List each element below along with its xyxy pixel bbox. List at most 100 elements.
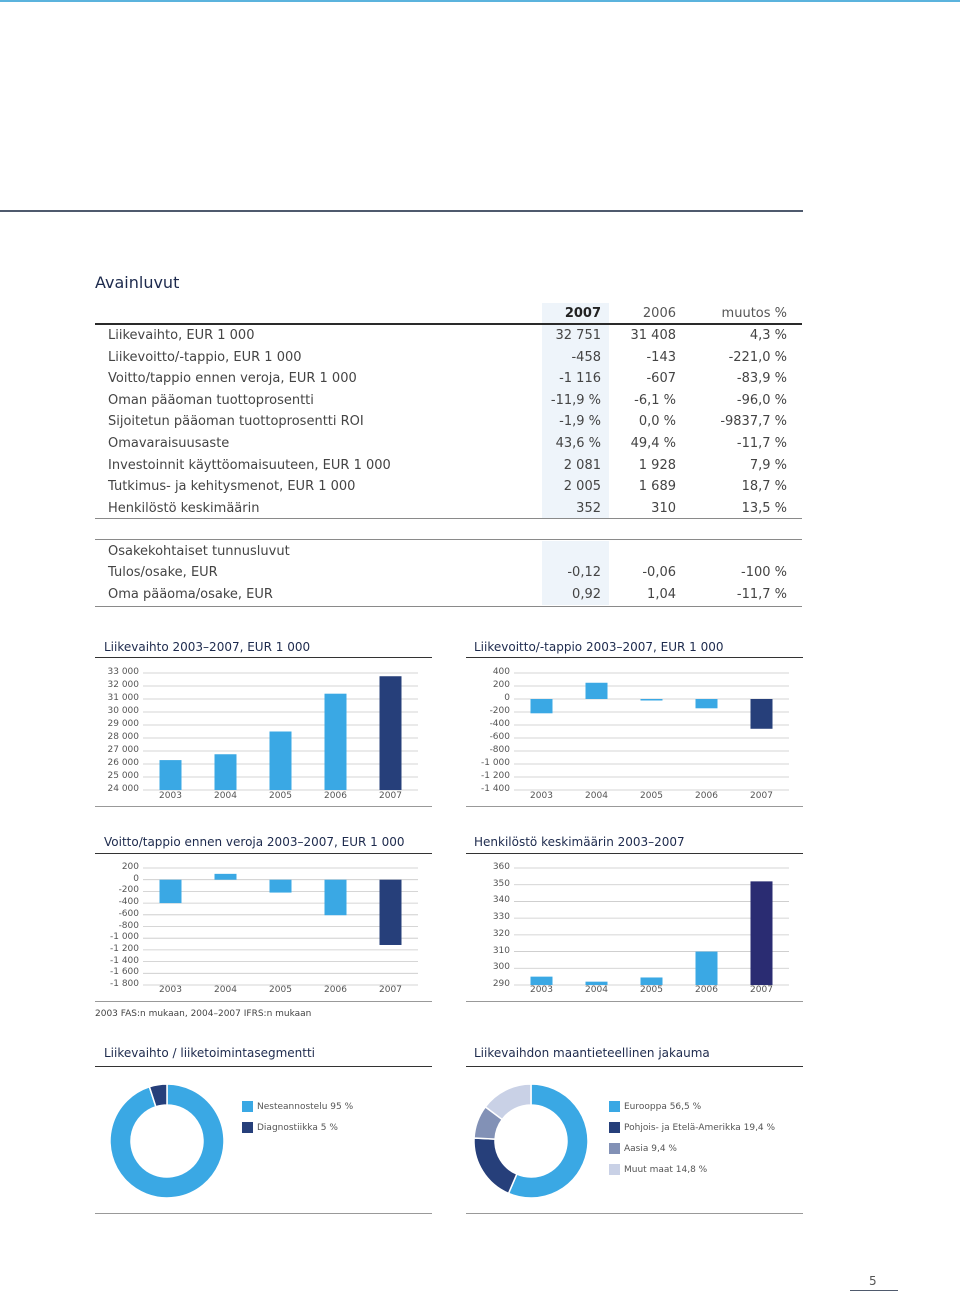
bar-2003 [159,879,182,904]
x-tick-label: 2005 [269,791,292,801]
x-tick-label: 2005 [640,791,663,801]
donut-chart-1 [109,1083,225,1199]
bar-2006 [324,693,347,790]
chart-row2-bottom-rule [95,1001,432,1002]
chart1-title-rule [95,657,432,658]
value-2006: 49,4 % [630,436,676,451]
x-tick-label: 2006 [324,791,347,801]
x-tick-label: 2007 [750,985,773,995]
value-2007: 352 [576,500,601,516]
table-row: Tutkimus- ja kehitysmenot, EUR 1 000 2 00… [95,476,802,498]
section2-top-rule [95,539,802,540]
bar-2007 [750,699,773,729]
y-tick-label: -1 800 [109,979,139,989]
value-change: 13,5 % [741,500,787,516]
value-2007: 32 751 [555,328,602,343]
y-tick-label: 300 [492,962,510,973]
y-tick-label: 27 000 [107,745,140,755]
legend-label: Eurooppa 56,5 % [624,1102,702,1112]
value-2007: -11,9 % [550,392,601,408]
page-title: Avainluvut [95,273,180,292]
bar-2005 [269,731,292,790]
value-change: -9837,7 % [720,414,787,430]
chart5-title-rule [95,1066,432,1067]
donut-slice [484,1083,532,1121]
y-tick-label: 200 [121,862,139,872]
x-tick-label: 2003 [530,985,553,995]
y-tick-label: 30 000 [107,706,140,716]
y-tick-label: 32 000 [107,680,140,690]
value-2006: 1 689 [638,479,676,495]
y-tick-label: -400 [489,719,510,729]
section2-title: Osakekohtaiset tunnusluvut [108,544,290,559]
row-label: Oman pääoman tuottoprosentti [108,392,314,408]
x-tick-label: 2004 [214,791,237,801]
row-label: Liikevaihto, EUR 1 000 [108,328,255,343]
donut-slice [148,1083,168,1108]
bar-2005 [269,879,292,893]
table-row: Oman pääoman tuottoprosentti -11,9 % -6,1 … [95,390,802,412]
pie-row-bottom-rule [95,1213,432,1214]
y-tick-label: 310 [492,945,510,956]
legend-item: Diagnostiikka 5 % [242,1122,338,1133]
value-change: -221,0 % [728,349,787,365]
y-tick-label: 350 [492,878,510,889]
header-divider [0,210,803,212]
chart-row1-bottom-rule-right [466,806,803,807]
x-tick-label: 2003 [159,985,182,995]
value-2007: 43,6 % [555,436,601,451]
value-2007: -0,12 [567,565,601,580]
bar-chart-4 [514,867,789,986]
section2-title-row: Osakekohtaiset tunnusluvut [95,541,802,563]
y-tick-label: -1 400 [480,784,510,794]
x-tick-label: 2005 [269,985,292,995]
legend-label: Pohjois- ja Etelä-Amerikka 19,4 % [624,1123,776,1133]
x-tick-label: 2003 [530,791,553,801]
y-tick-label: -600 [118,908,139,919]
y-tick-label: -200 [118,885,139,896]
legend-swatch [242,1122,253,1133]
x-tick-label: 2006 [324,985,347,995]
y-tick-label: 24 000 [107,784,140,794]
row-label: Oma pääoma/osake, EUR [108,586,273,602]
value-change: -11,7 % [736,586,787,602]
legend-item: Nesteannostelu 95 % [242,1101,353,1112]
table-row: Liikevoitto/-tappio, EUR 1 000 -458 -143 -2… [95,347,802,369]
bar-2004 [585,981,608,985]
y-tick-label: -1 600 [109,967,139,978]
value-2006: 1 928 [638,457,676,473]
table-row: Omavaraisuusaste 43,6 % 49,4 % -11,7 % [95,433,802,455]
table-row: Voitto/tappio ennen veroja, EUR 1 000 -1 … [95,368,802,390]
y-tick-label: 0 [133,873,139,884]
row-label: Tulos/osake, EUR [108,565,218,580]
row-label: Tutkimus- ja kehitysmenot, EUR 1 000 [108,479,356,495]
donut-chart-2 [473,1083,589,1199]
value-change: 7,9 % [749,457,787,473]
y-tick-label: 31 000 [107,693,140,703]
highlight-column-2007-per-share [542,541,609,605]
legend-swatch [609,1122,620,1133]
chart6-title-rule [466,1066,803,1067]
legend-label: Muut maat 14,8 % [624,1165,708,1175]
y-tick-label: 0 [504,693,510,703]
value-2007: 2 005 [563,479,601,495]
y-tick-label: 29 000 [107,719,140,729]
y-tick-label: 360 [492,862,510,872]
bar-2004 [214,873,237,880]
legend-label: Diagnostiikka 5 % [257,1123,338,1133]
value-change: -100 % [741,565,787,580]
value-2006: -143 [646,349,676,365]
table-bottom-rule [95,518,802,519]
row-label: Henkilöstö keskimäärin [108,500,260,516]
y-tick-label: -1 000 [109,932,139,943]
bar-2007 [379,676,402,790]
highlight-column-2007 [542,303,609,518]
chart3-title: Voitto/tappio ennen veroja 2003–2007, EU… [104,835,405,849]
table-row: Tulos/osake, EUR -0,12 -0,06 -100 % [95,562,802,584]
table-row: Henkilöstö keskimäärin 352 310 13,5 % [95,498,802,520]
y-tick-label: 320 [492,928,510,939]
value-2006: 0,0 % [638,414,676,430]
value-change: 4,3 % [749,328,787,343]
bar-chart-3 [143,867,418,986]
legend-swatch [609,1143,620,1154]
